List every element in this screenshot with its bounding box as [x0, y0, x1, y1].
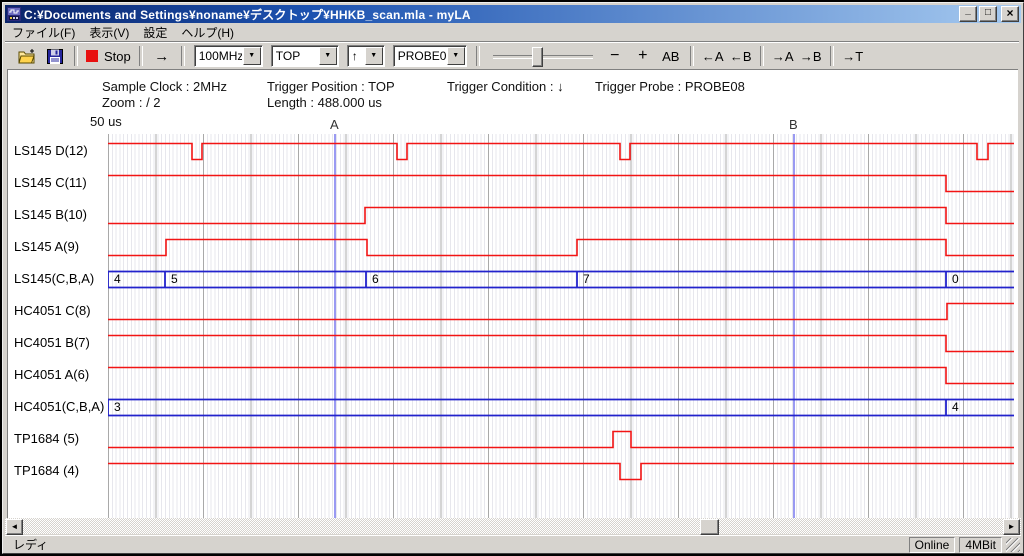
wave-trace	[108, 430, 1014, 449]
channel-label: LS145 C(11)	[14, 175, 87, 190]
waveform-svg: 4 5 6 7 0 3 4	[108, 134, 1014, 518]
bus-value: 7	[583, 272, 590, 286]
scrollbar-thumb[interactable]	[700, 519, 719, 535]
chevron-down-icon[interactable]: ▼	[318, 47, 337, 65]
slider-thumb[interactable]	[531, 47, 543, 67]
close-button[interactable]: ×	[1001, 6, 1019, 22]
title-bar[interactable]: C:¥Documents and Settings¥noname¥デスクトップ¥…	[5, 5, 1021, 23]
wave-trace	[108, 174, 1014, 193]
menu-help[interactable]: ヘルプ(H)	[181, 26, 235, 40]
ab-range-button[interactable]: AB	[662, 48, 680, 64]
scroll-right-button[interactable]: ►	[1003, 519, 1020, 535]
channel-label: HC4051 A(6)	[14, 367, 90, 382]
trigger-position-info: Trigger Position : TOP	[267, 79, 395, 94]
online-status-badge: Online	[908, 536, 956, 553]
channel-label: LS145(C,B,A)	[14, 271, 95, 286]
wave-trace	[108, 462, 1014, 481]
waveform-plot[interactable]: 4 5 6 7 0 3 4	[108, 134, 1014, 518]
sample-clock-select[interactable]: 100MHz ▼	[193, 45, 263, 67]
channel-label: TP1684 (5)	[14, 431, 80, 446]
chevron-down-icon[interactable]: ▼	[364, 47, 383, 65]
toolbar-separator	[74, 46, 78, 66]
save-floppy-icon	[47, 48, 63, 64]
goto-marker-a-left-button[interactable]: ←A	[701, 48, 724, 64]
marker-label-A: A	[330, 117, 339, 132]
minimize-button[interactable]: _	[959, 6, 977, 22]
length-info: Length : 488.000 us	[267, 95, 382, 110]
zoom-info: Zoom : / 2	[102, 95, 161, 110]
bus-value: 6	[372, 272, 379, 286]
trigger-edge-select[interactable]: ↑ ▼	[346, 45, 385, 67]
stop-icon	[86, 50, 98, 62]
open-file-button[interactable]	[13, 45, 41, 67]
zoom-in-button[interactable]: +	[638, 47, 648, 64]
menu-file[interactable]: ファイル(F)	[12, 26, 76, 40]
bus-value: 5	[171, 272, 178, 286]
channel-label: LS145 B(10)	[14, 207, 87, 222]
bus-value: 3	[114, 400, 121, 414]
menu-bar: ファイル(F) 表示(V) 設定 ヘルプ(H)	[5, 24, 1019, 42]
toolbar: Stop → 100MHz ▼ TOP ▼ ↑ ▼ PROBE00 ▼ − + …	[5, 41, 1019, 70]
trigger-position-select[interactable]: TOP ▼	[270, 45, 339, 67]
menu-settings[interactable]: 設定	[143, 26, 168, 40]
toolbar-separator	[829, 46, 834, 66]
bus-trace	[108, 398, 1014, 417]
sample-clock-info: Sample Clock : 2MHz	[102, 79, 227, 94]
memory-status-badge: 4MBit	[959, 536, 1002, 553]
channel-label: TP1684 (4)	[14, 463, 80, 478]
stop-button[interactable]: Stop	[83, 45, 134, 67]
channel-label: LS145 D(12)	[14, 143, 88, 158]
scroll-left-button[interactable]: ◄	[6, 519, 23, 535]
zoom-slider[interactable]	[492, 46, 593, 67]
toolbar-separator	[759, 46, 764, 66]
bus-value: 4	[114, 272, 121, 286]
status-bar: レディ Online 4MBit	[5, 535, 1021, 553]
channel-label: LS145 A(9)	[14, 239, 80, 254]
open-folder-icon	[18, 48, 35, 63]
marker-line-B[interactable]	[793, 134, 795, 518]
wave-trace	[108, 334, 1014, 353]
goto-marker-b-right-button[interactable]: →B	[799, 48, 822, 64]
toolbar-separator	[180, 46, 185, 66]
wave-trace	[108, 366, 1014, 385]
goto-marker-a-right-button[interactable]: →A	[771, 48, 794, 64]
waveform-client-area: Sample Clock : 2MHz Trigger Position : T…	[7, 69, 1018, 519]
trigger-probe-select[interactable]: PROBE00 ▼	[392, 45, 467, 67]
status-message: レディ	[13, 538, 49, 552]
time-scale-label: 50 us	[90, 114, 122, 129]
marker-label-B: B	[789, 117, 798, 132]
horizontal-scrollbar[interactable]: ◄ ►	[5, 518, 1021, 535]
channel-label: HC4051(C,B,A)	[14, 399, 105, 414]
chevron-down-icon[interactable]: ▼	[446, 47, 465, 65]
channel-label: HC4051 C(8)	[14, 303, 91, 318]
wave-trace	[108, 206, 1014, 225]
maximize-button[interactable]: □	[979, 6, 997, 22]
slider-track	[492, 55, 593, 59]
trigger-condition-info: Trigger Condition : ↓	[447, 79, 564, 94]
chevron-down-icon[interactable]: ▼	[242, 47, 261, 65]
marker-line-A[interactable]	[334, 134, 336, 518]
bus-trace	[108, 270, 1014, 289]
app-icon	[7, 7, 21, 21]
menu-view[interactable]: 表示(V)	[89, 26, 130, 40]
save-file-button[interactable]	[41, 45, 69, 67]
channel-label: HC4051 B(7)	[14, 335, 90, 350]
toolbar-separator	[689, 46, 694, 66]
run-button[interactable]: →	[154, 47, 170, 65]
trigger-probe-info: Trigger Probe : PROBE08	[595, 79, 745, 94]
bus-value: 0	[952, 272, 959, 286]
wave-trace	[108, 238, 1014, 257]
window-title: C:¥Documents and Settings¥noname¥デスクトップ¥…	[24, 7, 471, 22]
toolbar-separator	[138, 46, 143, 66]
wave-trace	[108, 142, 1014, 161]
wave-trace	[108, 302, 1014, 321]
goto-marker-b-left-button[interactable]: ←B	[729, 48, 752, 64]
resize-grip[interactable]	[1006, 537, 1020, 552]
toolbar-separator	[475, 46, 480, 66]
goto-trigger-button[interactable]: →T	[842, 48, 864, 64]
zoom-out-button[interactable]: −	[610, 47, 620, 64]
bus-value: 4	[952, 400, 959, 414]
